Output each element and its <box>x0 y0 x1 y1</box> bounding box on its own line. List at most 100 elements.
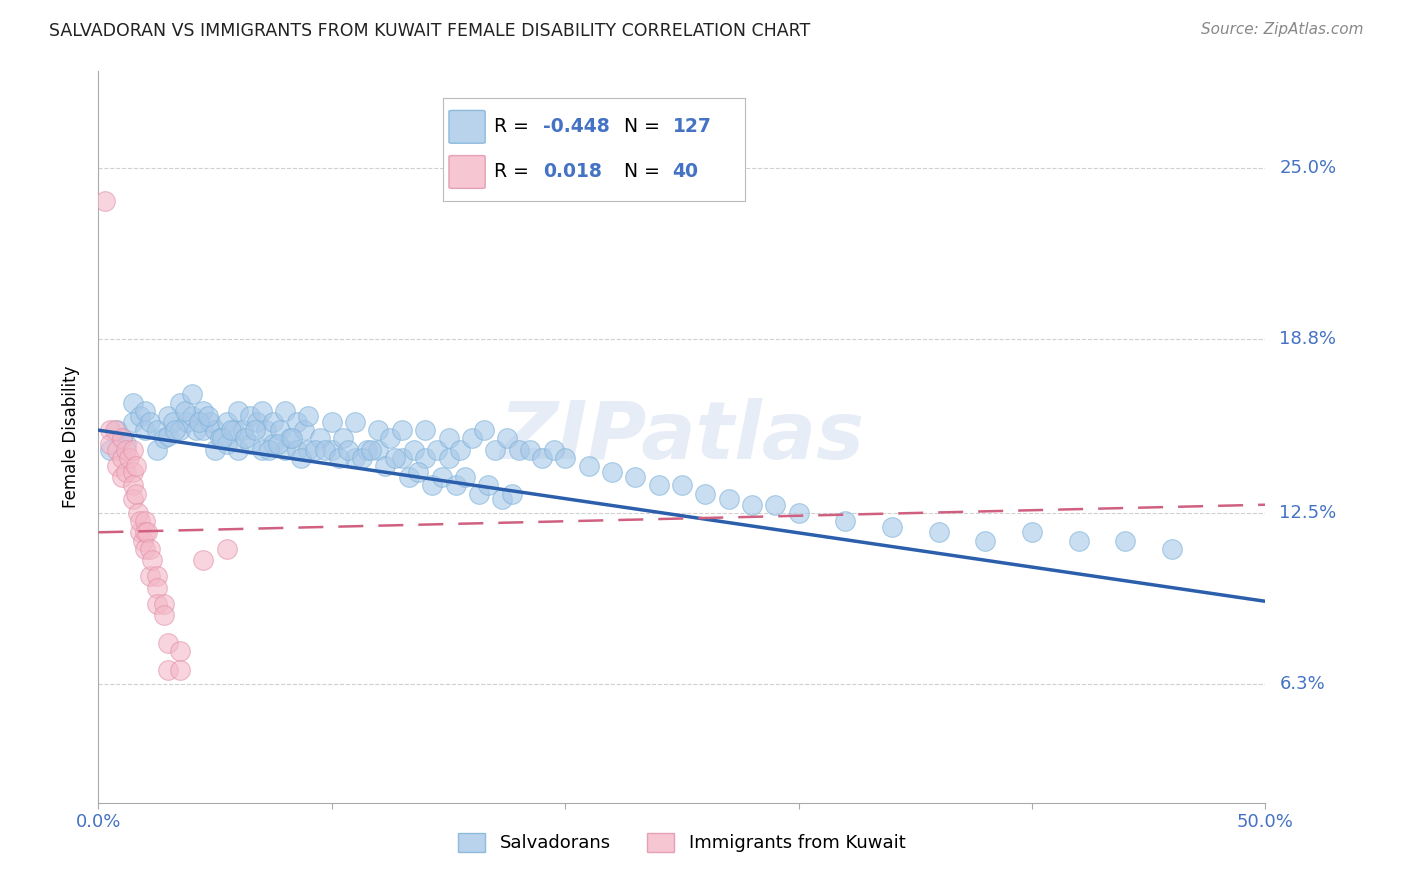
Point <box>111 432 134 446</box>
Point <box>380 432 402 446</box>
Point <box>169 395 191 409</box>
Point <box>290 450 312 465</box>
Point <box>222 423 245 437</box>
Point <box>157 663 180 677</box>
Point <box>193 553 215 567</box>
Point <box>600 465 623 479</box>
Point <box>309 432 332 446</box>
Point <box>304 442 326 457</box>
Point <box>228 404 250 418</box>
Point <box>208 432 231 446</box>
Point <box>787 506 810 520</box>
Point <box>134 525 156 540</box>
Point <box>624 470 647 484</box>
Point <box>134 541 156 556</box>
Point <box>508 442 530 457</box>
Point <box>204 442 226 457</box>
Point <box>169 423 191 437</box>
Point <box>204 423 226 437</box>
Point <box>292 423 315 437</box>
Point <box>211 432 233 446</box>
Point <box>122 395 145 409</box>
Point <box>321 442 343 457</box>
Point <box>232 423 254 437</box>
Point <box>413 450 436 465</box>
Point <box>928 525 950 540</box>
Point <box>250 442 273 457</box>
Point <box>146 597 169 611</box>
Point <box>146 569 169 583</box>
Point <box>129 525 152 540</box>
Point <box>285 442 308 457</box>
Point <box>139 541 162 556</box>
Point <box>134 423 156 437</box>
Point <box>139 569 162 583</box>
Point <box>384 450 406 465</box>
Point <box>111 470 134 484</box>
Point <box>257 442 280 457</box>
Point <box>314 442 336 457</box>
Point <box>332 432 354 446</box>
Point <box>141 553 163 567</box>
Point <box>352 450 374 465</box>
Point <box>169 663 191 677</box>
Point <box>356 442 378 457</box>
Point <box>647 478 669 492</box>
Point <box>274 404 297 418</box>
Text: R =: R = <box>495 162 536 181</box>
Point <box>1021 525 1043 540</box>
Point <box>215 541 238 556</box>
Point <box>122 478 145 492</box>
Point <box>98 442 121 457</box>
Point <box>256 423 278 437</box>
Point <box>297 442 319 457</box>
Point <box>262 437 284 451</box>
Point <box>246 415 269 429</box>
Point <box>152 608 174 623</box>
Point <box>115 437 138 451</box>
Point <box>111 450 134 465</box>
Text: 6.3%: 6.3% <box>1279 675 1324 693</box>
Point <box>115 465 138 479</box>
Text: ZIPatlas: ZIPatlas <box>499 398 865 476</box>
Point <box>367 442 389 457</box>
Point <box>162 415 184 429</box>
Point <box>193 404 215 418</box>
Text: R =: R = <box>495 118 536 136</box>
Point <box>360 442 382 457</box>
Point <box>118 450 141 465</box>
Point <box>200 415 222 429</box>
Point <box>127 506 149 520</box>
Point <box>239 409 262 424</box>
Text: 25.0%: 25.0% <box>1279 159 1337 177</box>
Point <box>152 432 174 446</box>
Text: 40: 40 <box>672 162 699 181</box>
Point <box>134 514 156 528</box>
Point <box>187 415 209 429</box>
Point <box>1067 533 1090 548</box>
Point <box>321 415 343 429</box>
Point <box>132 533 155 548</box>
Point <box>129 409 152 424</box>
Point <box>472 423 495 437</box>
Point <box>122 442 145 457</box>
Point <box>278 432 301 446</box>
Point <box>402 442 425 457</box>
Point <box>297 409 319 424</box>
Point <box>974 533 997 548</box>
Point <box>391 450 413 465</box>
Point <box>437 432 460 446</box>
Point <box>250 404 273 418</box>
Point <box>1161 541 1184 556</box>
Point <box>391 423 413 437</box>
Point <box>437 450 460 465</box>
Point <box>193 423 215 437</box>
Point <box>337 442 360 457</box>
Point <box>477 478 499 492</box>
Point <box>221 423 243 437</box>
Point <box>243 423 266 437</box>
Point <box>834 514 856 528</box>
Point <box>94 194 117 208</box>
Point <box>180 409 202 424</box>
Point <box>215 437 238 451</box>
